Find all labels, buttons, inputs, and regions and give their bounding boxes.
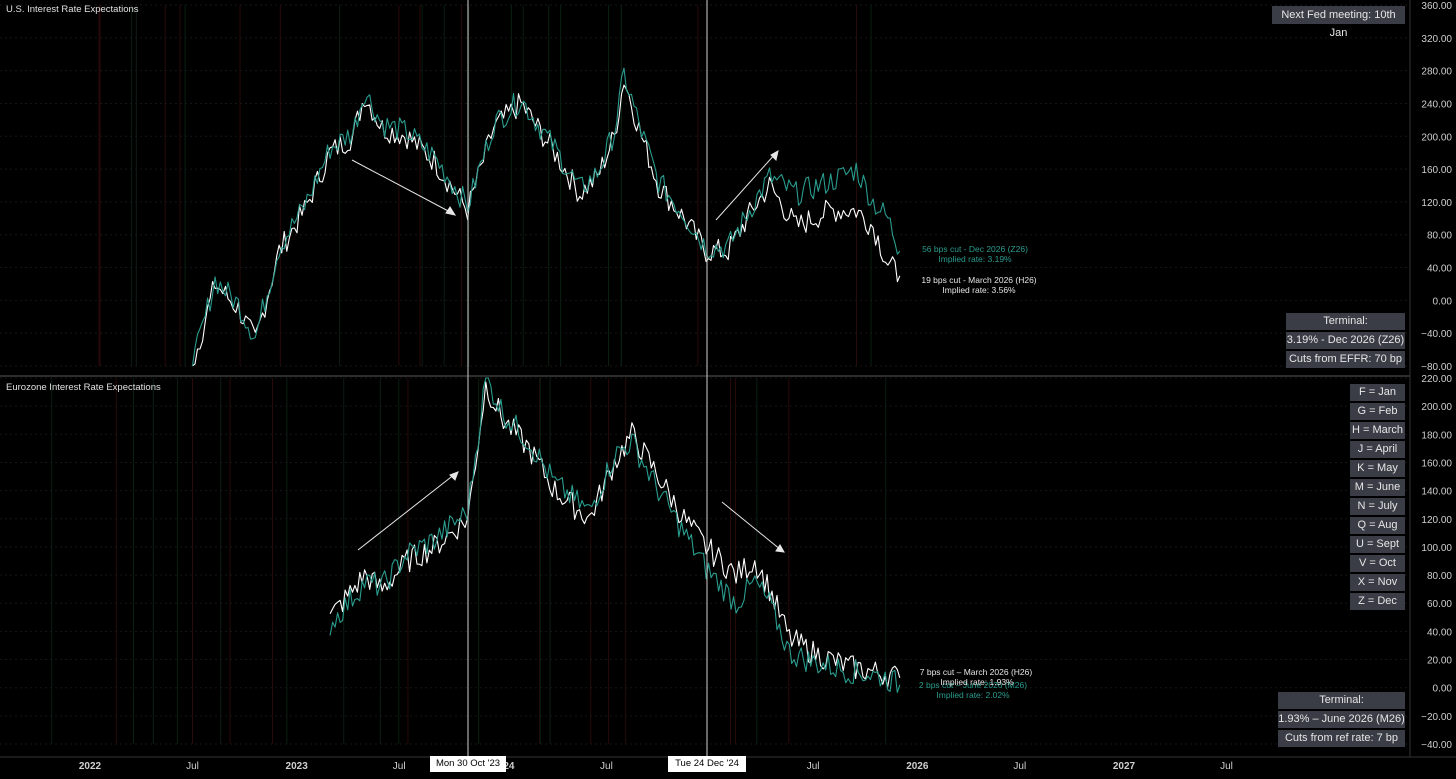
us-h26-label-line1: 19 bps cut - March 2026 (H26) (921, 275, 1036, 285)
eu-y-tick-label: 80.00 (1427, 571, 1452, 582)
us-y-tick-label: 200.00 (1421, 132, 1452, 143)
us-y-tick-label: 40.00 (1427, 264, 1452, 275)
legend-item: Z = Dec (1350, 593, 1405, 610)
eu-series-green-line (329, 377, 901, 694)
eu-y-tick-label: 180.00 (1421, 430, 1452, 441)
legend-item: M = June (1350, 479, 1405, 496)
us-terminal-value: 3.19% - Dec 2026 (Z26) (1286, 332, 1405, 349)
eu-y-tick-label: 120.00 (1421, 515, 1452, 526)
eu-arrow-up (357, 473, 456, 551)
us-y-tick-label: 120.00 (1421, 198, 1452, 209)
eu-y-tick-label: 160.00 (1421, 458, 1452, 469)
us-y-tick-label: 80.00 (1427, 231, 1452, 242)
eu-y-tick-label: 100.00 (1421, 543, 1452, 554)
trend-arrows (351, 150, 785, 553)
us-arrow-up (715, 152, 777, 221)
eu-series-group (329, 377, 901, 694)
eu-y-tick-label: 0.00 (1433, 684, 1453, 695)
legend-item: K = May (1350, 460, 1405, 477)
eu-y-tick-label: 220.00 (1421, 374, 1452, 385)
legend-item: F = Jan (1350, 384, 1405, 401)
eu-terminal-cuts: Cuts from ref rate: 7 bp (1278, 730, 1405, 747)
eu-y-tick-label: 20.00 (1427, 656, 1452, 667)
eu-y-tick-label: 60.00 (1427, 599, 1452, 610)
us-terminal-cuts: Cuts from EFFR: 70 bp (1286, 351, 1405, 368)
x-tick-label: Jul (393, 761, 406, 772)
us-y-tick-label: 360.00 (1421, 1, 1452, 12)
x-tick-label: 2023 (286, 761, 309, 772)
x-tick-label: Jul (1013, 761, 1026, 772)
eu-y-tick-label: 140.00 (1421, 487, 1452, 498)
eu-arrow-down-head (775, 544, 785, 553)
us-z26-label-line2: Implied rate: 3.19% (938, 254, 1012, 264)
legend-item: Q = Aug (1350, 517, 1405, 534)
legend-item: G = Feb (1350, 403, 1405, 420)
us-y-tick-label: 280.00 (1421, 67, 1452, 78)
us-y-axis: 360.00 320.00 280.00 240.00 200.00 160.00 120.… (1421, 1, 1452, 373)
series-labels: 56 bps cut - Dec 2026 (Z26) Implied rate… (919, 244, 1037, 700)
x-tick-label: Jul (1220, 761, 1233, 772)
next-fed-meeting-badge: Next Fed meeting: 10th Jan (1272, 6, 1405, 39)
x-tick-label: 2027 (1113, 761, 1136, 772)
legend-item: J = April (1350, 441, 1405, 458)
crosshair-date-label-2: Tue 24 Dec '24 (668, 756, 746, 772)
x-tick-label: 2022 (79, 761, 102, 772)
us-y-tick-label: 320.00 (1421, 34, 1452, 45)
eu-series-white-line (329, 381, 901, 688)
eu-event-lines (51, 378, 887, 744)
eu-terminal-value: 1.93% – June 2026 (M26) (1278, 711, 1405, 728)
us-arrow-down-head (445, 206, 457, 216)
us-y-tick-label: −80.00 (1421, 362, 1452, 373)
us-terminal-heading: Terminal: (1286, 313, 1405, 330)
us-panel-title: U.S. Interest Rate Expectations (6, 4, 139, 15)
legend-item: V = Oct (1350, 555, 1405, 572)
us-z26-label-line1: 56 bps cut - Dec 2026 (Z26) (922, 244, 1028, 254)
us-series-white-line (192, 84, 901, 367)
eu-h26-label-line2: Implied rate: 1.93% (940, 677, 1014, 687)
legend-item: N = July (1350, 498, 1405, 515)
us-gridlines (0, 4, 1410, 367)
eu-terminal-heading: Terminal: (1278, 692, 1405, 709)
x-tick-label: 2026 (906, 761, 929, 772)
eu-arrow-down (721, 501, 782, 551)
x-tick-label: Jul (807, 761, 820, 772)
eu-y-tick-label: −20.00 (1421, 712, 1452, 723)
eu-m26-label-line1: 2 bps cut – June 2026 (M26) (919, 680, 1027, 690)
eu-m26-label-line2: Implied rate: 2.02% (936, 690, 1010, 700)
us-y-tick-label: 240.00 (1421, 99, 1452, 110)
us-y-tick-label: −40.00 (1421, 329, 1452, 340)
eu-panel-title: Eurozone Interest Rate Expectations (6, 382, 161, 393)
eu-y-tick-label: 200.00 (1421, 402, 1452, 413)
crosshair-date-label-1: Mon 30 Oct '23 (430, 756, 506, 772)
x-tick-label: Jul (186, 761, 199, 772)
legend-item: H = March (1350, 422, 1405, 439)
us-arrow-up-head (770, 150, 779, 161)
us-series-group (191, 67, 901, 367)
eu-gridlines (0, 377, 1410, 745)
us-series-green-line (191, 67, 901, 367)
eu-y-axis: 220.00 200.00 180.00 160.00 140.00 120.00 100.… (1421, 374, 1452, 751)
eu-arrow-up-head (449, 471, 459, 481)
us-y-tick-label: 0.00 (1433, 296, 1453, 307)
eu-y-tick-label: 40.00 (1427, 627, 1452, 638)
us-event-lines (98, 5, 872, 366)
legend-item: U = Sept (1350, 536, 1405, 553)
x-tick-label: Jul (600, 761, 613, 772)
x-axis: 2022Jul2023Jul2024Jul2025Jul2026Jul2027J… (79, 761, 1233, 772)
us-arrow-down (351, 159, 453, 214)
eu-y-tick-label: −40.00 (1421, 740, 1452, 751)
legend-item: X = Nov (1350, 574, 1405, 591)
eu-h26-label-line1: 7 bps cut – March 2026 (H26) (920, 667, 1033, 677)
us-y-tick-label: 160.00 (1421, 165, 1452, 176)
us-h26-label-line2: Implied rate: 3.56% (942, 285, 1016, 295)
